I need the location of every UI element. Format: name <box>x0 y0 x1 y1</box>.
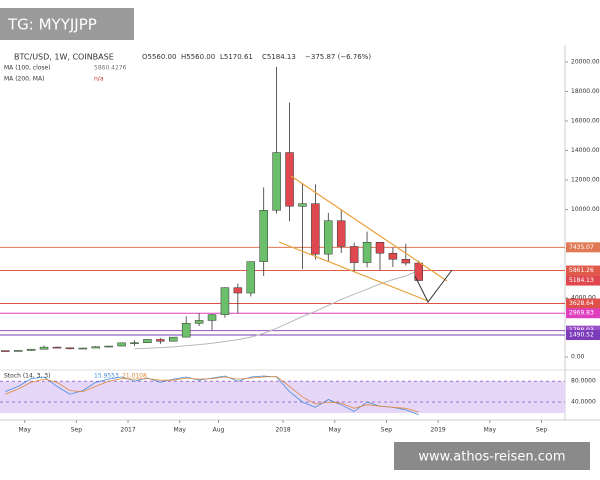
candle-body <box>401 259 411 264</box>
candle-body <box>65 347 75 350</box>
y-tick-label: 20000.00 <box>571 58 600 65</box>
ma-name: MA (100, close) <box>4 65 51 72</box>
candle-body <box>104 345 113 348</box>
x-tick-label: May <box>18 427 31 434</box>
candle-body <box>13 350 23 352</box>
stoch-tick-label: 40.0000 <box>571 399 596 406</box>
candle-body <box>362 242 372 263</box>
level-label: 5861.26 <box>569 267 594 274</box>
level-label: 3628.64 <box>569 300 594 307</box>
trendline <box>278 241 429 302</box>
level-tag <box>566 308 600 319</box>
level-tag <box>566 265 600 276</box>
x-tick-label: 2019 <box>430 427 445 434</box>
y-tick-label: 10000.00 <box>571 206 600 213</box>
candle-body <box>349 246 359 263</box>
x-tick-label: May <box>174 427 187 434</box>
candle-body <box>375 242 385 254</box>
x-tick-label: Sep <box>381 427 393 434</box>
candle-body <box>194 320 204 324</box>
ohlc-value: −375.87 (−6.76%) <box>305 53 371 61</box>
y-tick-label: 18000.00 <box>571 88 600 95</box>
level-label: 2969.83 <box>569 310 594 317</box>
stoch-band <box>0 381 565 413</box>
ohlc-value: H5560.00 <box>181 53 215 61</box>
x-tick-label: Aug <box>213 427 225 434</box>
watermark: TG: MYYJJPP <box>7 16 97 34</box>
ma2-name: MA (200, MA) <box>4 76 44 83</box>
ma-line <box>134 270 419 350</box>
candle-body <box>26 348 36 351</box>
x-tick-label: Sep <box>536 427 548 434</box>
x-tick-label: 2017 <box>120 427 135 434</box>
candle-body <box>272 152 281 211</box>
candle-body <box>1 350 10 352</box>
x-tick-label: May <box>484 427 497 434</box>
level-tag <box>566 330 600 341</box>
candle-body <box>259 210 268 262</box>
candle-body <box>52 346 62 349</box>
ohlc-value: O5560.00 <box>142 53 176 61</box>
candle-body <box>220 287 230 315</box>
candle-body <box>143 339 152 343</box>
stoch-value: 15.9553 <box>94 373 119 380</box>
price-label: 5184.13 <box>569 277 594 284</box>
candle-body <box>207 314 217 321</box>
candle-body <box>91 346 100 349</box>
ma2-value: n/a <box>94 76 104 83</box>
level-tag <box>566 242 600 253</box>
watermark-box <box>394 442 590 470</box>
symbol: BTC/USD, 1W, COINBASE <box>14 53 114 62</box>
candle-body <box>285 152 294 207</box>
candle-body <box>414 262 423 281</box>
y-tick-label: 12000.00 <box>571 176 600 183</box>
candle-body <box>39 346 49 350</box>
y-tick-label: 4000.00 <box>571 295 596 302</box>
level-label: 1490.52 <box>569 332 594 339</box>
stoch-tick-label: 80.0000 <box>571 378 596 385</box>
trendline <box>290 175 448 282</box>
x-tick-label: Sep <box>71 427 83 434</box>
level-tag <box>566 298 600 309</box>
candle-body <box>246 261 256 294</box>
watermark-box <box>0 8 134 40</box>
x-tick-label: 2018 <box>275 427 290 434</box>
candle-body <box>388 252 398 260</box>
candle-body <box>117 342 126 347</box>
candle-body <box>78 347 88 350</box>
candle-body <box>130 342 139 344</box>
candle-body <box>233 287 243 294</box>
x-tick-label: May <box>329 427 342 434</box>
candle-body <box>169 336 178 342</box>
projection <box>414 269 453 303</box>
stoch-value: 21.0108 <box>122 373 147 380</box>
watermark: www.athos-reisen.com <box>418 450 565 465</box>
candle-body <box>298 203 307 207</box>
ohlc-value: C5184.13 <box>262 53 296 61</box>
stoch-line <box>5 375 419 415</box>
candle-body <box>311 203 320 255</box>
candle-body <box>181 323 191 338</box>
stoch-name: Stoch (14, 3, 3) <box>4 373 50 380</box>
y-tick-label: 0.00 <box>571 354 585 361</box>
candle-body <box>324 220 333 255</box>
candle-body <box>156 339 165 342</box>
candle-body <box>336 220 346 247</box>
ohlc-value: L5170.61 <box>220 53 253 61</box>
stoch-line <box>5 376 419 413</box>
level-label: 7435.07 <box>569 244 594 251</box>
y-tick-label: 16000.00 <box>571 117 600 124</box>
price-tag <box>566 275 600 286</box>
ma-value: 5860.4276 <box>94 65 127 72</box>
y-tick-label: 14000.00 <box>571 147 600 154</box>
